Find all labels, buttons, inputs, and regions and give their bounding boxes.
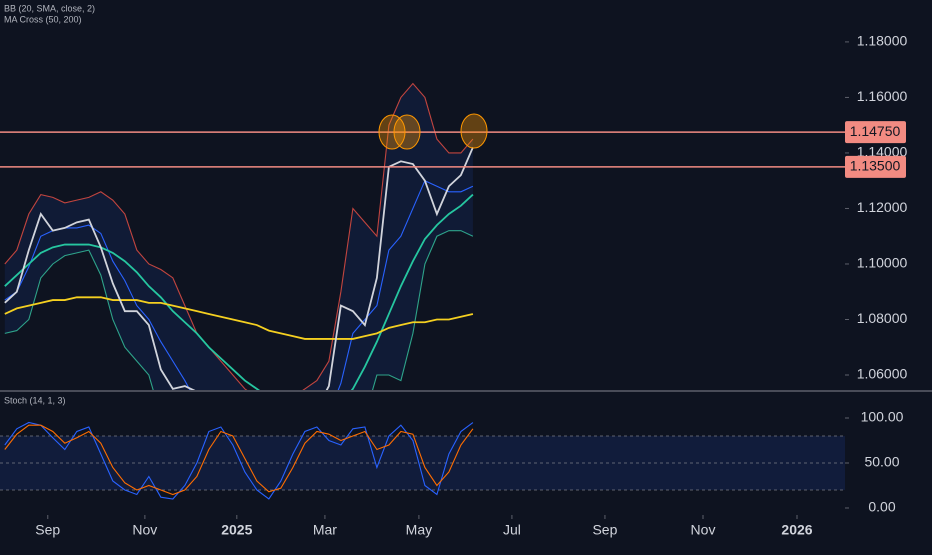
stoch-pane bbox=[0, 421, 845, 500]
indicator-label: MA Cross (50, 200) bbox=[4, 14, 82, 24]
highlight-circle bbox=[393, 114, 421, 150]
y-tick-label: 0.00 bbox=[868, 499, 895, 515]
axes: 1.06000 1.08000 1.10000 1.12000 1.14000 1.160… bbox=[0, 33, 908, 538]
x-tick-label: May bbox=[406, 522, 432, 538]
highlight-circle bbox=[378, 114, 406, 150]
y-tick-label: 1.18000 bbox=[857, 33, 908, 49]
series-line bbox=[4, 147, 474, 390]
indicator-label: Stoch (14, 1, 3) bbox=[4, 395, 66, 405]
price-level-tag bbox=[845, 121, 906, 144]
price-pane bbox=[4, 82, 474, 390]
x-tick-label: Sep bbox=[35, 522, 60, 538]
series-line bbox=[4, 82, 474, 390]
series-line bbox=[4, 193, 474, 390]
series-line bbox=[4, 421, 474, 500]
x-tick-label: Nov bbox=[691, 522, 716, 538]
highlight-circle bbox=[460, 113, 488, 149]
indicator-label: BB (20, SMA, close, 2) bbox=[4, 3, 95, 13]
series-line bbox=[4, 179, 474, 390]
x-tick-label: Jul bbox=[503, 522, 521, 538]
series-line bbox=[4, 296, 474, 340]
y-tick-label: 100.00 bbox=[861, 409, 904, 425]
series-line bbox=[4, 230, 474, 390]
y-tick-label: 1.10000 bbox=[857, 255, 908, 271]
price-level-label: 1.13500 bbox=[850, 158, 901, 174]
x-tick-label: Mar bbox=[313, 522, 337, 538]
y-tick-label: 50.00 bbox=[864, 454, 899, 470]
series-line bbox=[4, 424, 474, 496]
x-tick-label: 2026 bbox=[781, 522, 812, 538]
y-tick-label: 1.12000 bbox=[857, 199, 908, 215]
y-tick-label: 1.06000 bbox=[857, 366, 908, 382]
x-tick-label: Nov bbox=[132, 522, 157, 538]
y-tick-label: 1.16000 bbox=[857, 88, 908, 104]
y-tick-label: 1.14000 bbox=[857, 144, 908, 160]
price-level-label: 1.14750 bbox=[850, 123, 901, 139]
x-tick-label: 2025 bbox=[221, 522, 252, 538]
y-tick-label: 1.08000 bbox=[857, 310, 908, 326]
price-level-tag bbox=[845, 155, 906, 178]
x-tick-label: Sep bbox=[592, 522, 617, 538]
